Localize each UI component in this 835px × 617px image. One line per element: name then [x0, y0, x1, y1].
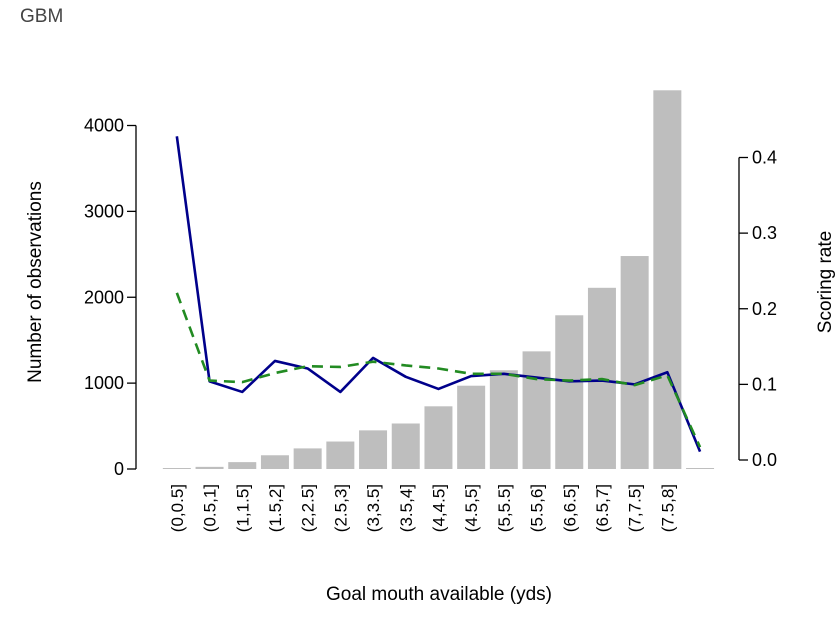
- x-tick-label-5: (2.5,3]: [331, 484, 350, 532]
- bar-16: [686, 468, 715, 469]
- x-tick-label-1: (0.5,1]: [201, 484, 220, 532]
- x-tick-labels: (0,0.5] (0.5,1] (1,1.5] (1.5,2] (2,2.5] (2.5,…: [168, 484, 677, 532]
- right-tick-label-4: 0.4: [752, 148, 777, 168]
- left-tick-label-3: 3000: [84, 201, 124, 221]
- x-tick-label-4: (2,2.5]: [299, 484, 318, 532]
- y2-axis-label: Scoring rate: [815, 231, 835, 333]
- bar-15: [653, 90, 682, 469]
- left-tick-label-1: 1000: [84, 373, 124, 393]
- bar-10: [489, 370, 518, 469]
- left-tick-label-2: 2000: [84, 287, 124, 307]
- bar-5: [326, 441, 355, 469]
- right-tick-label-2: 0.2: [752, 299, 777, 319]
- right-tick-label-3: 0.3: [752, 223, 777, 243]
- right-tick-label-0: 0.0: [752, 450, 777, 470]
- bar-8: [424, 406, 453, 469]
- x-tick-label-0: (0,0.5]: [168, 484, 187, 532]
- chart-title: GBM: [20, 6, 64, 27]
- bar-1: [195, 466, 224, 469]
- right-tick-label-1: 0.1: [752, 374, 777, 394]
- y-axis-label: Number of observations: [25, 181, 46, 383]
- x-tick-label-2: (1,1.5]: [233, 484, 252, 532]
- dashed-line: [175, 292, 702, 448]
- bar-9: [457, 385, 486, 469]
- bar-11: [522, 351, 551, 469]
- x-tick-label-7: (3.5,4]: [397, 484, 416, 532]
- bar-14: [620, 256, 649, 469]
- x-tick-label-15: (7.5,8]: [658, 484, 677, 532]
- x-tick-label-3: (1.5,2]: [266, 484, 285, 532]
- x-tick-label-10: (5,5.5]: [495, 484, 514, 532]
- bar-6: [359, 430, 388, 469]
- x-tick-label-8: (4,4.5]: [429, 484, 448, 532]
- bar-7: [391, 423, 420, 469]
- bar-4: [293, 448, 322, 469]
- bar-3: [260, 455, 289, 469]
- bar-group: [162, 90, 715, 469]
- left-tick-label-4: 4000: [84, 116, 124, 136]
- line-series-group: [175, 136, 702, 453]
- x-axis-label: Goal mouth available (yds): [326, 584, 552, 605]
- x-tick-label-14: (7,7.5]: [626, 484, 645, 532]
- x-tick-label-11: (5.5,6]: [528, 484, 547, 532]
- bar-2: [228, 462, 257, 469]
- right-y-axis: 0.0 0.1 0.2 0.3 0.4: [738, 148, 777, 470]
- x-tick-label-13: (6.5,7]: [593, 484, 612, 532]
- x-tick-label-9: (4.5,5]: [462, 484, 481, 532]
- solid-line: [175, 136, 702, 453]
- bar-0: [162, 468, 191, 469]
- left-y-axis: 0 1000 2000 3000 4000: [84, 116, 137, 479]
- x-tick-label-12: (6,6.5]: [560, 484, 579, 532]
- bar-12: [555, 315, 584, 469]
- left-tick-label-0: 0: [114, 459, 124, 479]
- x-tick-label-6: (3,3.5]: [364, 484, 383, 532]
